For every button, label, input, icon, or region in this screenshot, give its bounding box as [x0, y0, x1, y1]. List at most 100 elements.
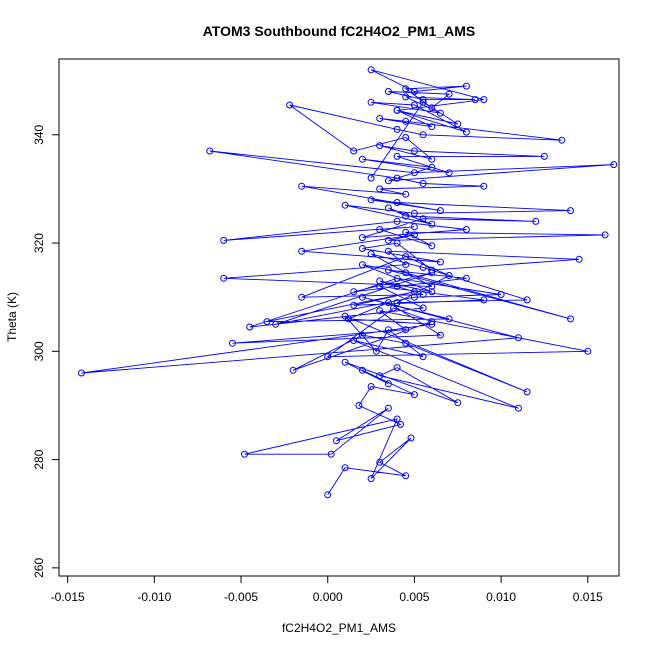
data-point	[445, 90, 453, 98]
y-tick-label: 280	[32, 449, 46, 469]
data-point	[419, 353, 427, 361]
data-point	[393, 415, 401, 423]
data-point	[428, 163, 436, 171]
data-point	[410, 88, 418, 95]
data-point	[341, 201, 349, 209]
data-point	[402, 190, 410, 198]
data-point	[367, 66, 375, 74]
data-point	[436, 258, 444, 266]
data-point	[286, 101, 294, 109]
data-point	[367, 98, 375, 106]
data-point	[428, 242, 436, 250]
data-point	[514, 334, 522, 342]
data-point	[324, 353, 332, 361]
data-point	[393, 274, 401, 282]
data-point	[402, 134, 410, 141]
data-point	[376, 115, 384, 122]
data-point	[228, 339, 236, 347]
data-point	[393, 106, 401, 114]
data-point	[350, 337, 358, 344]
data-point	[384, 204, 392, 212]
data-point	[367, 475, 375, 483]
data-point	[428, 269, 436, 277]
data-point	[567, 315, 574, 323]
data-point	[358, 331, 366, 339]
data-point	[372, 347, 380, 355]
data-point	[376, 282, 384, 290]
data-point	[532, 217, 540, 225]
data-point	[436, 109, 444, 117]
data-point	[220, 236, 228, 244]
data-point	[610, 161, 618, 169]
data-point	[402, 326, 410, 334]
data-point	[384, 326, 392, 334]
data-point	[514, 404, 522, 412]
data-point	[393, 125, 401, 133]
data-point	[376, 226, 384, 233]
data-point	[523, 296, 531, 304]
data-point	[376, 142, 384, 150]
data-point	[402, 472, 410, 480]
data-point	[428, 318, 436, 326]
data-point	[390, 304, 398, 312]
data-point	[384, 404, 392, 412]
data-point	[246, 323, 254, 331]
data-point	[393, 299, 401, 307]
data-point	[327, 450, 335, 458]
data-point	[298, 182, 306, 190]
data-point	[367, 250, 375, 258]
data-point	[384, 266, 392, 274]
data-point	[419, 98, 427, 106]
data-point	[220, 274, 228, 282]
x-tick-label: 0.005	[399, 590, 429, 604]
data-point	[428, 320, 436, 328]
data-point	[584, 347, 592, 355]
data-point	[567, 207, 574, 215]
data-point	[497, 291, 505, 298]
data-point	[384, 299, 392, 307]
data-point	[341, 464, 349, 472]
data-point	[410, 101, 418, 109]
data-point	[384, 88, 392, 95]
data-point	[428, 220, 436, 228]
data-point	[402, 117, 410, 125]
data-point	[540, 152, 548, 160]
data-point	[358, 293, 366, 301]
data-point	[428, 282, 436, 290]
data-point	[376, 372, 384, 380]
y-tick-label: 320	[32, 233, 46, 253]
data-point	[272, 320, 280, 328]
data-point	[419, 304, 427, 312]
x-tick-label: -0.005	[224, 590, 258, 604]
data-point	[402, 339, 410, 347]
data-point	[410, 391, 418, 399]
data-point	[428, 123, 436, 131]
x-tick-label: -0.015	[51, 590, 85, 604]
data-point	[410, 209, 418, 217]
data-point	[298, 293, 306, 301]
series-points	[78, 66, 618, 499]
data-point	[402, 253, 410, 261]
data-point	[419, 96, 427, 104]
data-point	[410, 169, 418, 177]
x-axis-label: fC2H4O2_PM1_AMS	[282, 621, 396, 635]
data-point	[393, 282, 401, 290]
data-point	[393, 199, 401, 206]
data-point	[410, 147, 418, 155]
data-point	[367, 174, 375, 182]
data-point	[393, 152, 401, 160]
x-tick-label: 0.000	[313, 590, 343, 604]
data-point	[384, 380, 392, 388]
data-point	[419, 291, 427, 298]
data-point	[454, 120, 462, 128]
data-point	[410, 223, 418, 231]
data-point	[324, 491, 332, 499]
data-point	[350, 288, 358, 296]
x-tick-label: 0.015	[573, 590, 603, 604]
data-point	[393, 217, 401, 225]
data-point	[376, 307, 384, 315]
data-point	[393, 239, 401, 247]
data-point	[410, 288, 418, 296]
data-point	[402, 228, 410, 236]
